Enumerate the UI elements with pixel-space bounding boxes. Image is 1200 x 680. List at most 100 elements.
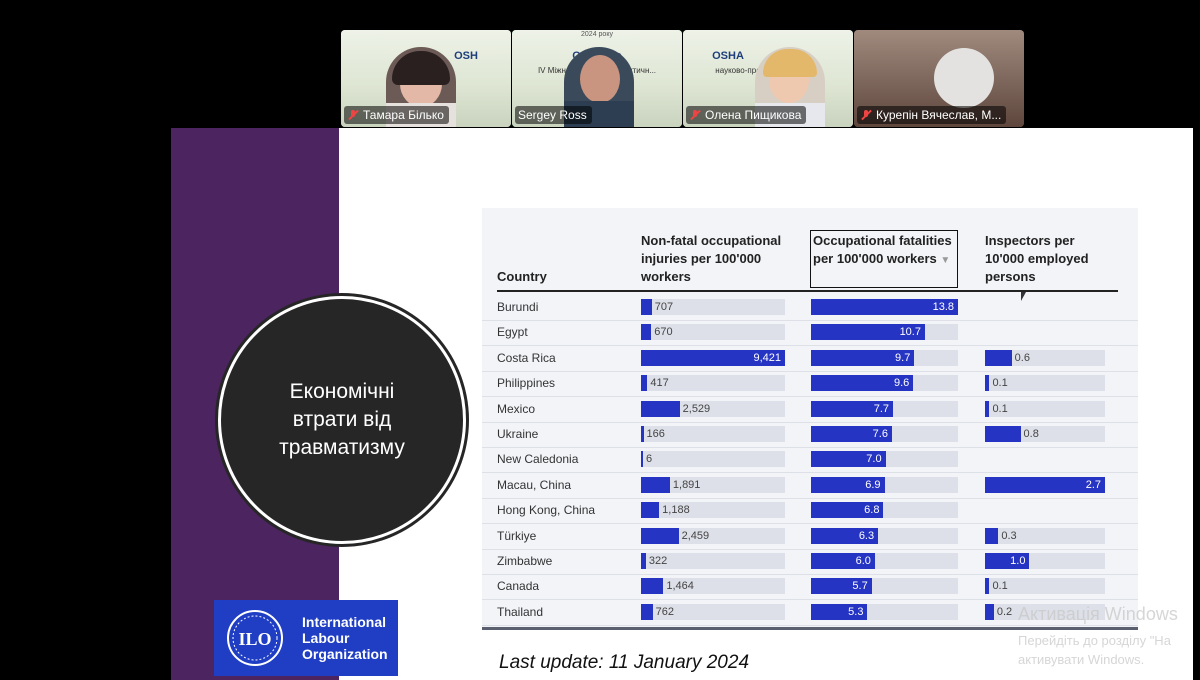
inspectors-bar-track: 2.7	[985, 476, 1105, 493]
fatalities-bar[interactable]	[811, 324, 925, 341]
inspectors-bar[interactable]	[985, 527, 999, 544]
fatalities-bar[interactable]	[811, 299, 958, 315]
fatalities-bar[interactable]	[811, 603, 868, 620]
header-inspectors[interactable]: Inspectors per 10'000 employed persons	[985, 233, 1089, 284]
participant-tile-1[interactable]: OSH Тамара Білько	[341, 30, 511, 127]
fatalities-bar-track: 6.8	[811, 502, 958, 519]
injuries-bar[interactable]	[641, 553, 646, 569]
injuries-bar[interactable]	[641, 476, 670, 493]
windows-activation-watermark: Активація Windows Перейдіть до розділу "…	[1018, 604, 1178, 669]
injuries-value-label: 166	[646, 428, 665, 440]
fatalities-bar[interactable]	[811, 553, 875, 569]
inspectors-bar[interactable]	[985, 426, 1021, 442]
svg-text:ILO: ILO	[238, 629, 271, 649]
country-cell: Mexico	[497, 401, 536, 416]
inspectors-bar[interactable]	[985, 349, 1012, 366]
injuries-bar-track: 1,891	[641, 476, 785, 493]
injuries-value-label: 9,421	[753, 351, 781, 364]
injuries-bar[interactable]	[641, 527, 679, 544]
injuries-bar[interactable]	[641, 375, 648, 392]
injuries-bar[interactable]	[641, 603, 653, 620]
watermark-line-3: активувати Windows.	[1018, 652, 1145, 667]
shared-slide: Економічні втрати від травматизму Countr…	[171, 128, 1193, 680]
fatalities-bar[interactable]	[811, 502, 884, 519]
fatalities-value-label: 6.0	[855, 555, 871, 567]
injuries-bar-track: 9,421	[641, 349, 785, 366]
slide-title-circle: Економічні втрати від травматизму	[218, 296, 466, 544]
inspectors-bar[interactable]	[985, 603, 994, 620]
table-row: Canada 1,464 5.7 0.1	[482, 574, 1138, 601]
ilo-line-2: Labour	[302, 630, 350, 646]
header-fatalities[interactable]: Occupational fatalities per 100'000 work…	[810, 230, 958, 288]
banner-text: OSHA	[712, 50, 744, 62]
inspectors-value-label: 0.2	[996, 605, 1013, 618]
table-row: Hong Kong, China 1,188 6.8	[482, 498, 1138, 525]
fatalities-value-label: 7.6	[872, 428, 888, 440]
fatalities-value-label: 13.8	[932, 301, 954, 313]
country-cell: Thailand	[497, 604, 544, 619]
ilo-line-3: Organization	[302, 646, 388, 662]
fatalities-value-label: 9.6	[893, 377, 910, 390]
injuries-bar-track: 1,464	[641, 578, 785, 595]
participant-name: Sergey Ross	[518, 108, 587, 122]
injuries-bar[interactable]	[641, 349, 785, 366]
fatalities-bar[interactable]	[811, 375, 914, 392]
participant-name: Олена Пищикова	[705, 108, 802, 122]
header-injuries[interactable]: Non-fatal occupational injuries per 100'…	[641, 233, 782, 284]
fatalities-bar[interactable]	[811, 400, 894, 417]
inspectors-bar[interactable]	[985, 578, 990, 595]
injuries-bar[interactable]	[641, 578, 664, 595]
inspectors-value-label: 0.1	[992, 377, 1008, 390]
country-cell: New Caledonia	[497, 452, 579, 467]
country-cell: Ukraine	[497, 427, 539, 441]
banner-top-text: 2024 року	[581, 31, 613, 38]
injuries-bar[interactable]	[641, 324, 652, 341]
injuries-bar-track: 417	[641, 375, 785, 392]
fatalities-bar[interactable]	[811, 426, 892, 442]
injuries-bar[interactable]	[641, 299, 652, 315]
header-fatalities-label: Occupational fatalities per 100'000 work…	[813, 233, 952, 266]
fatalities-bar[interactable]	[811, 451, 886, 468]
fatalities-bar-track: 9.7	[811, 349, 958, 366]
inspectors-value-label: 0.3	[1001, 529, 1017, 542]
header-divider	[497, 290, 1118, 292]
horizontal-scrollbar[interactable]	[482, 627, 1138, 630]
inspectors-bar-track: 0.1	[985, 400, 1105, 417]
inspectors-bar[interactable]	[985, 476, 1105, 493]
inspectors-bar-track: 0.1	[985, 578, 1105, 595]
injuries-value-label: 1,188	[662, 504, 690, 517]
participant-name-label: Sergey Ross	[515, 106, 592, 124]
injuries-bar[interactable]	[641, 426, 644, 442]
fatalities-value-label: 9.7	[895, 351, 911, 364]
injuries-bar-track: 166	[641, 426, 785, 442]
injuries-bar[interactable]	[641, 400, 680, 417]
fatalities-bar[interactable]	[811, 476, 885, 493]
injuries-bar[interactable]	[641, 502, 660, 519]
header-country[interactable]: Country	[497, 269, 547, 284]
inspectors-bar[interactable]	[985, 400, 990, 417]
inspectors-value-label: 0.1	[992, 402, 1008, 415]
inspectors-bar[interactable]	[985, 375, 990, 392]
fatalities-value-label: 10.7	[899, 326, 921, 339]
country-cell: Macau, China	[497, 477, 572, 492]
participant-tile-4[interactable]: Курепін Вячеслав, М...	[854, 30, 1024, 127]
inspectors-bar-track: 0.2	[985, 603, 1105, 620]
fatalities-bar-track: 10.7	[811, 324, 958, 341]
table-row: Thailand 762 5.3 0.2	[482, 600, 1138, 626]
participant-tile-3[interactable]: OSHA науково-практи... нференція Олена П…	[683, 30, 853, 127]
fatalities-bar[interactable]	[811, 527, 879, 544]
participant-name: Курепін Вячеслав, М...	[876, 108, 1002, 122]
country-cell: Philippines	[497, 376, 556, 391]
sort-desc-icon: ▼	[940, 255, 951, 266]
fatalities-bar[interactable]	[811, 349, 915, 366]
table-row: Burundi 707 13.8	[482, 295, 1138, 321]
inspectors-bar-track: 0.1	[985, 375, 1105, 392]
fatalities-bar[interactable]	[811, 578, 872, 595]
injuries-bar[interactable]	[641, 451, 643, 468]
inspectors-bar[interactable]	[985, 553, 1030, 569]
fatalities-bar-track: 6.9	[811, 476, 958, 493]
data-table: Country Non-fatal occupational injuries …	[482, 208, 1138, 628]
ilo-name: International Labour Organization	[302, 614, 388, 662]
fatalities-bar-track: 6.0	[811, 553, 958, 569]
participant-tile-2[interactable]: 2024 року OSHAgro IV Міжнар... науково-п…	[512, 30, 682, 127]
